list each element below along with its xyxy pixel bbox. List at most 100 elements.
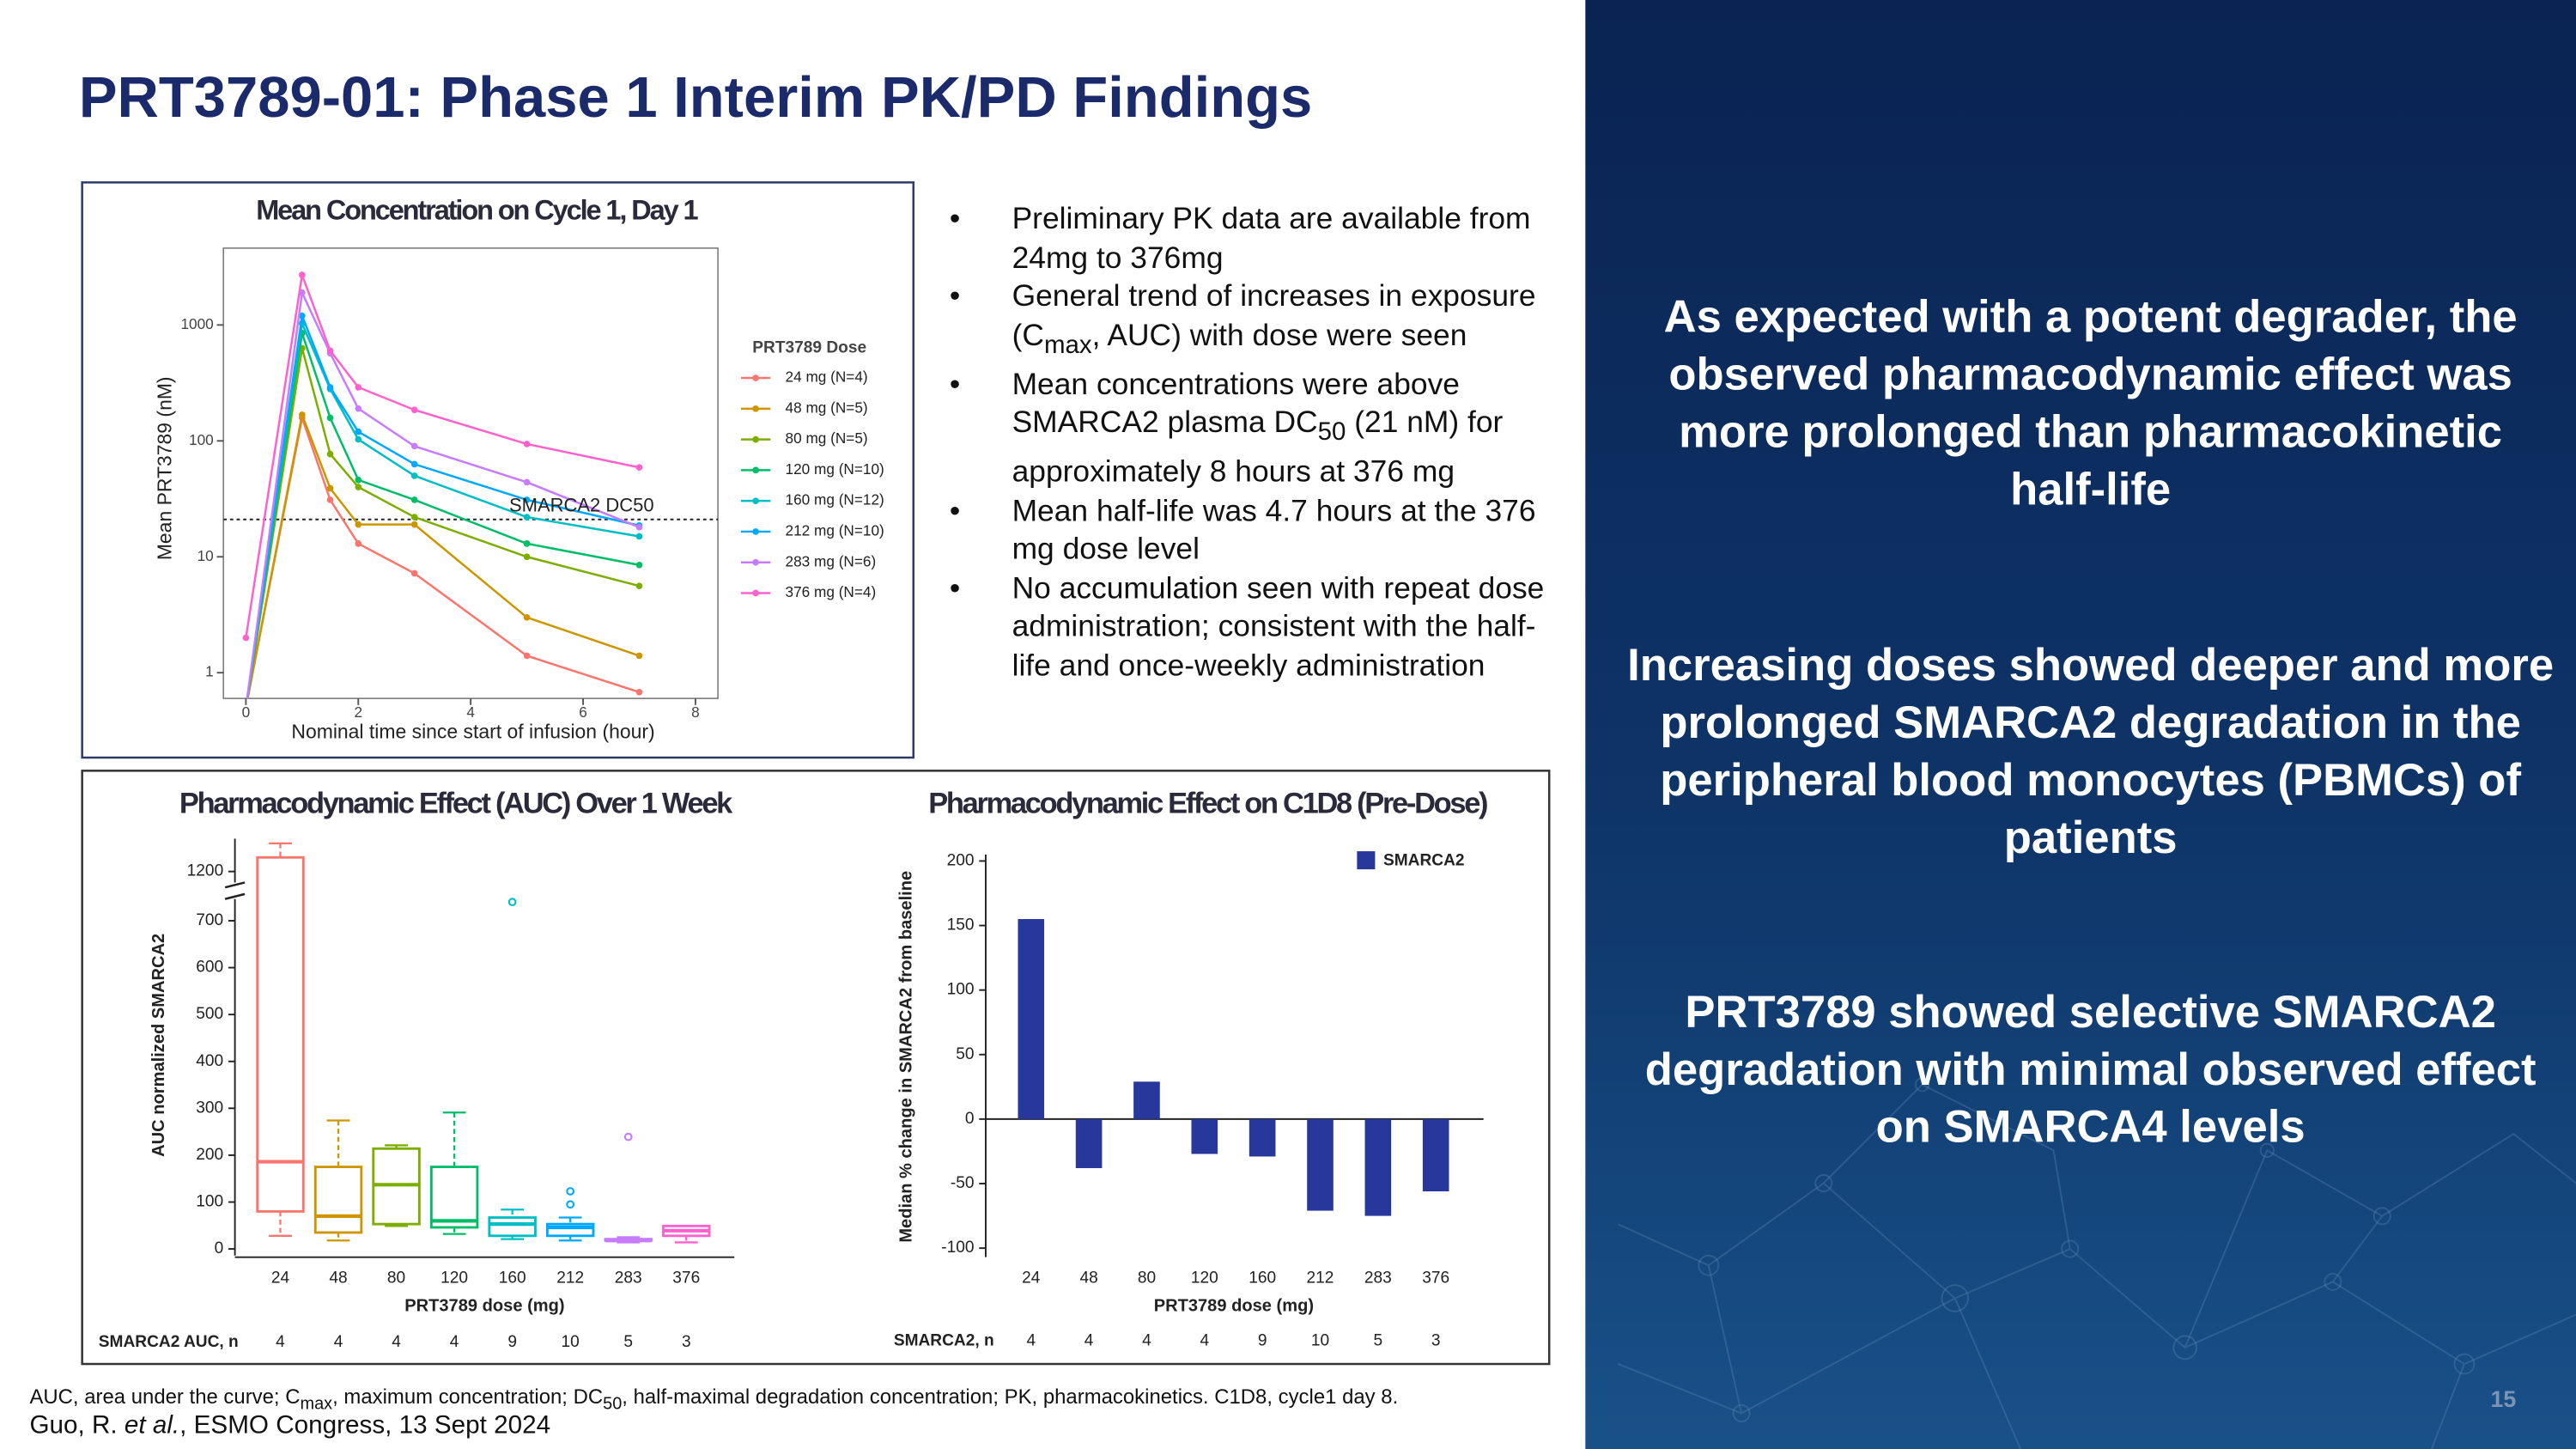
legend-title: PRT3789 Dose — [752, 339, 866, 357]
box — [256, 855, 305, 1213]
chart-title: Pharmacodynamic Effect (AUC) Over 1 Week — [179, 788, 733, 820]
y-tick-label: 1 — [205, 663, 214, 680]
count-label: 4 — [450, 1333, 459, 1351]
count-row-label: SMARCA2, n — [894, 1331, 994, 1349]
data-point — [326, 384, 334, 391]
data-point — [523, 652, 531, 660]
bar — [1422, 1118, 1449, 1192]
x-tick-label: 212 — [1307, 1269, 1334, 1288]
y-tick-label: 100 — [189, 431, 214, 448]
y-tick-label: 0 — [965, 1110, 975, 1128]
data-point — [355, 384, 362, 391]
footnote-text: , half-maximal degradation concentration… — [622, 1385, 1399, 1409]
legend-swatch — [1357, 851, 1376, 870]
count-label: 4 — [1084, 1331, 1094, 1349]
y-tick-label: 200 — [947, 851, 975, 869]
footnote-text: AUC, area under the curve; C — [29, 1385, 301, 1409]
footnote-text: , maximum concentration; DC — [332, 1385, 604, 1409]
bullet-list: Preliminary PK data are available from 2… — [950, 199, 1545, 685]
data-point — [298, 271, 306, 278]
y-tick-label: 1200 — [187, 862, 224, 880]
data-point — [523, 553, 531, 561]
x-tick-label: 48 — [329, 1269, 347, 1288]
bullet-text: No accumulation seen with repeat dose ad… — [1012, 569, 1545, 682]
outlier — [507, 898, 517, 907]
legend-swatch — [752, 589, 759, 597]
x-tick-label: 120 — [440, 1269, 468, 1288]
data-point — [410, 569, 418, 577]
chart-title: Mean Concentration on Cycle 1, Day 1 — [256, 194, 698, 225]
citation: Guo, R. et al., ESMO Congress, 13 Sept 2… — [29, 1411, 550, 1440]
count-label: 3 — [682, 1333, 691, 1351]
data-point — [523, 540, 531, 547]
y-tick-label: 400 — [196, 1052, 223, 1070]
subscript: 50 — [603, 1396, 623, 1415]
x-tick-label: 212 — [556, 1269, 584, 1288]
legend-label: 120 mg (N=10) — [786, 460, 884, 478]
data-point — [326, 347, 334, 355]
key-message: PRT3789 showed selective SMARCA2 degrada… — [1644, 985, 2537, 1153]
bullet-text: General trend of increases in exposure (… — [1012, 277, 1536, 351]
series-line — [246, 411, 640, 699]
data-point — [355, 484, 362, 490]
chart-frame — [81, 770, 1551, 1366]
x-tick-label: 80 — [387, 1269, 405, 1288]
y-axis-label: Median % change in SMARCA2 from baseline — [896, 871, 915, 1243]
data-point — [635, 561, 643, 569]
box — [429, 1166, 479, 1229]
x-tick-label: 283 — [615, 1269, 642, 1288]
count-label: 9 — [1258, 1331, 1267, 1349]
x-axis-label: PRT3789 dose (mg) — [1154, 1296, 1314, 1315]
x-tick-label: 376 — [672, 1269, 700, 1288]
bullet-text: , AUC) with dose were seen — [1091, 316, 1467, 351]
y-tick-label: 10 — [197, 547, 214, 564]
count-label: 9 — [507, 1333, 517, 1351]
data-point — [242, 634, 250, 642]
y-tick-label: 0 — [215, 1239, 224, 1257]
data-point — [326, 414, 334, 422]
x-axis-label: PRT3789 dose (mg) — [404, 1296, 564, 1315]
x-axis-label: Nominal time since start of infusion (ho… — [291, 720, 654, 742]
legend-swatch — [752, 558, 759, 566]
data-point — [523, 496, 531, 503]
count-label: 5 — [1374, 1331, 1383, 1349]
legend-label: 376 mg (N=4) — [786, 583, 877, 600]
x-tick-label: 8 — [691, 703, 700, 721]
data-point — [355, 521, 362, 528]
data-point — [410, 406, 418, 414]
outlier — [566, 1200, 575, 1209]
page-number: 15 — [2490, 1385, 2517, 1412]
legend-swatch — [752, 405, 759, 412]
legend-swatch — [752, 466, 759, 474]
bar — [1075, 1118, 1103, 1168]
data-point — [523, 514, 531, 521]
y-axis-label: AUC normalized SMARCA2 — [149, 934, 168, 1157]
footnote: AUC, area under the curve; Cmax, maximum… — [29, 1385, 1398, 1414]
plot-area — [222, 247, 719, 699]
y-tick-label: -100 — [941, 1239, 974, 1257]
chart-title: Pharmacodynamic Effect on C1D8 (Pre-Dose… — [928, 788, 1487, 820]
bar — [1249, 1118, 1276, 1157]
x-tick-label: 0 — [242, 703, 251, 721]
count-label: 4 — [392, 1333, 401, 1351]
y-tick-label: 700 — [196, 911, 223, 929]
y-tick-label: 500 — [196, 1005, 223, 1023]
count-label: 5 — [623, 1333, 633, 1351]
data-point — [410, 472, 418, 479]
y-tick-label: 150 — [947, 916, 975, 935]
legend-swatch — [752, 497, 759, 504]
bullet: General trend of increases in exposure (… — [950, 276, 1545, 364]
subscript: max — [300, 1396, 333, 1415]
bullet: Mean concentrations were above SMARCA2 p… — [950, 364, 1545, 491]
data-point — [326, 484, 334, 492]
y-tick-label: 100 — [947, 981, 975, 999]
x-tick-label: 120 — [1191, 1269, 1218, 1288]
chart-frame — [81, 181, 915, 759]
key-message: Increasing doses showed deeper and more … — [1627, 639, 2555, 863]
bullet: Preliminary PK data are available from 2… — [950, 199, 1545, 277]
data-point — [635, 464, 643, 472]
count-label: 4 — [1200, 1331, 1209, 1349]
side-panel — [1585, 0, 2576, 1449]
bullet-text: Mean half-life was 4.7 hours at the 376 … — [1012, 492, 1536, 566]
